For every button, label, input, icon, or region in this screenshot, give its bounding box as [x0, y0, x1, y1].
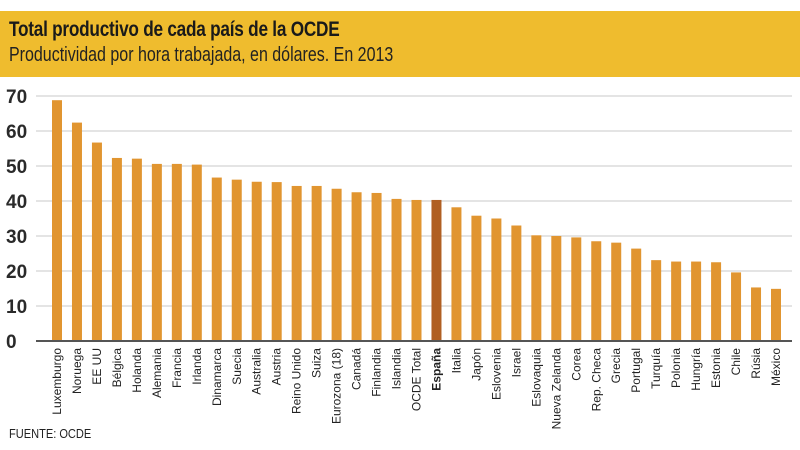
y-tick-label: 70	[6, 87, 27, 108]
bar	[191, 164, 202, 341]
bar	[531, 235, 542, 341]
bar	[151, 163, 162, 341]
x-tick-label: Rúsia	[749, 348, 763, 379]
x-tick-label: Turquía	[649, 348, 663, 389]
y-tick-label: 40	[6, 192, 27, 213]
bar	[691, 261, 702, 341]
bar	[371, 192, 382, 341]
bar	[651, 260, 662, 341]
x-tick-label: Alemania	[150, 348, 164, 398]
x-tick-label: Suecia	[230, 348, 244, 385]
bar	[591, 241, 602, 341]
x-tick-label: Bélgica	[110, 348, 124, 388]
x-tick-label: México	[769, 348, 783, 386]
x-tick-label: Hungría	[689, 348, 703, 391]
bar	[671, 261, 682, 341]
x-tick-label: Dinamarca	[210, 348, 224, 406]
bar	[631, 248, 642, 341]
y-tick-label: 10	[6, 297, 27, 318]
bar	[91, 142, 102, 341]
x-tick-label: EE UU	[90, 348, 104, 385]
bar	[411, 199, 422, 341]
x-tick-label: Islandia	[390, 348, 404, 390]
bar	[471, 215, 482, 341]
bar	[711, 262, 722, 341]
x-tick-label: Chile	[729, 348, 743, 376]
chart-subtitle: Productividad por hora trabajada, en dól…	[9, 44, 394, 66]
x-tick-label: Australia	[250, 348, 264, 395]
x-tick-label: Finlandia	[370, 348, 384, 397]
x-tick-label: España	[429, 348, 443, 391]
bar	[511, 225, 522, 341]
x-tick-label: Irlanda	[190, 348, 204, 385]
bar	[551, 236, 562, 341]
x-tick-label: Nueva Zelanda	[549, 348, 563, 430]
x-tick-label: Eslovaquia	[529, 348, 543, 407]
bar	[491, 218, 502, 341]
bar	[291, 185, 302, 341]
bar	[71, 122, 82, 341]
x-tick-label: Canadá	[350, 348, 364, 390]
bar	[211, 177, 222, 341]
x-tick-label: Reino Unido	[290, 348, 304, 414]
y-tick-label: 60	[6, 122, 27, 143]
bar	[451, 207, 462, 341]
x-tick-label: Noruega	[70, 348, 84, 394]
bar	[111, 157, 122, 341]
bar	[271, 182, 282, 341]
bar	[171, 163, 182, 341]
x-tick-label: Grecia	[609, 348, 623, 384]
x-tick-label: Eslovenia	[489, 348, 503, 400]
bar	[52, 100, 62, 341]
source-note: FUENTE: OCDE	[9, 426, 92, 441]
x-tick-label: Francia	[170, 348, 184, 388]
bar	[611, 242, 622, 341]
x-tick-label: OCDE Total	[410, 348, 424, 411]
bar	[231, 179, 242, 341]
bar	[571, 237, 582, 341]
bar	[131, 158, 142, 341]
header-band: Total productivo de cada país de la OCDE…	[0, 11, 800, 77]
y-tick-label: 20	[6, 262, 27, 283]
x-tick-label: Austria	[270, 348, 284, 386]
chart-title: Total productivo de cada país de la OCDE	[9, 18, 340, 41]
bar	[251, 181, 262, 341]
x-tick-label: Suiza	[310, 348, 324, 378]
x-tick-label: Eurozona (18)	[330, 348, 344, 424]
x-tick-label: Estonia	[709, 348, 723, 388]
bar	[311, 185, 322, 341]
x-tick-label: Rep. Checa	[589, 348, 603, 412]
y-tick-label: 30	[6, 227, 27, 248]
bar	[351, 192, 362, 341]
x-tick-label: Luxemburgo	[50, 348, 64, 415]
bar	[391, 198, 402, 341]
x-tick-label: Japón	[469, 348, 483, 381]
bar	[431, 199, 442, 341]
x-tick-label: Israel	[509, 348, 523, 377]
y-tick-label: 50	[6, 157, 27, 178]
y-tick-label: 0	[6, 332, 17, 353]
x-tick-label: Corea	[569, 348, 583, 381]
x-tick-label: Polonia	[669, 348, 683, 388]
bar	[751, 287, 762, 341]
x-tick-label: Holanda	[130, 348, 144, 393]
x-tick-label: Portugal	[629, 348, 643, 393]
bar	[771, 288, 781, 341]
bar	[331, 188, 342, 341]
x-tick-label: Italia	[449, 348, 463, 374]
bar	[731, 272, 742, 341]
